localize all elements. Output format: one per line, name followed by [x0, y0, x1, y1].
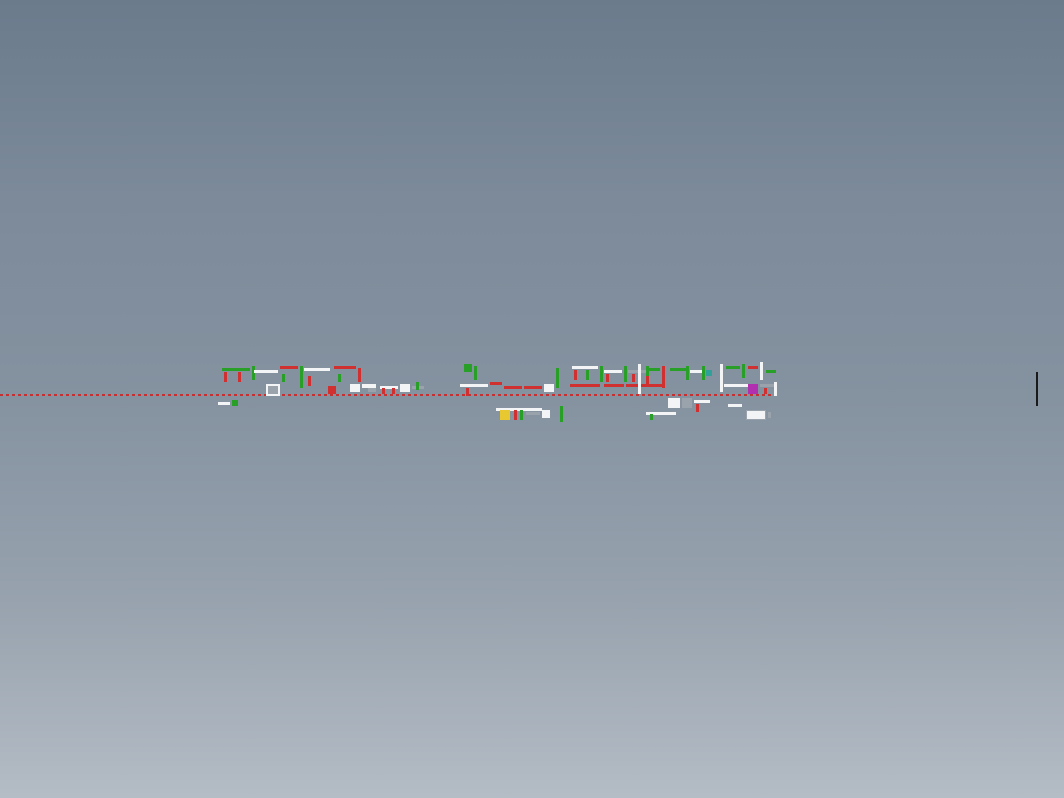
geometry-element — [742, 364, 745, 378]
geometry-element — [748, 366, 758, 369]
model-geometry[interactable] — [0, 362, 780, 432]
geometry-element — [726, 366, 740, 369]
geometry-element — [232, 400, 238, 406]
geometry-cluster-c7[interactable] — [718, 362, 780, 432]
geometry-element — [328, 386, 336, 394]
geometry-element — [604, 384, 624, 387]
geometry-element — [632, 374, 635, 382]
geometry-element — [416, 382, 419, 390]
geometry-element — [238, 372, 241, 382]
cad-viewport[interactable] — [0, 0, 1064, 798]
geometry-element — [572, 366, 598, 369]
geometry-element — [760, 362, 763, 380]
geometry-element — [466, 388, 469, 396]
geometry-element — [606, 374, 609, 382]
geometry-element — [694, 400, 710, 403]
geometry-element — [706, 370, 712, 376]
geometry-element — [304, 368, 330, 371]
geometry-element — [586, 370, 589, 380]
geometry-element — [646, 376, 649, 384]
geometry-element — [764, 388, 767, 394]
geometry-element — [600, 366, 603, 382]
geometry-element — [668, 398, 680, 408]
geometry-element — [460, 384, 488, 387]
geometry-element — [650, 414, 653, 420]
geometry-cluster-c1[interactable] — [218, 362, 300, 432]
geometry-element — [268, 386, 278, 394]
geometry-element — [720, 364, 723, 392]
geometry-element — [774, 382, 777, 396]
geometry-element — [464, 364, 472, 372]
geometry-element — [282, 374, 285, 382]
geometry-element — [474, 366, 477, 380]
geometry-element — [746, 410, 766, 420]
geometry-element — [382, 388, 385, 394]
geometry-element — [524, 386, 542, 389]
geometry-element — [702, 366, 705, 380]
geometry-element — [526, 412, 540, 415]
geometry-element — [358, 368, 361, 382]
geometry-element — [642, 384, 664, 387]
geometry-element — [696, 404, 699, 412]
geometry-element — [544, 384, 554, 392]
geometry-cluster-c4[interactable] — [460, 362, 572, 432]
geometry-element — [504, 386, 522, 389]
geometry-element — [766, 370, 776, 373]
geometry-element — [760, 384, 774, 387]
geometry-element — [556, 368, 559, 388]
geometry-element — [500, 410, 510, 420]
geometry-element — [368, 388, 376, 392]
geometry-element — [338, 374, 341, 382]
geometry-element — [574, 370, 577, 380]
geometry-element — [222, 368, 250, 371]
geometry-element — [218, 402, 230, 405]
geometry-element — [252, 366, 255, 380]
geometry-element — [570, 384, 600, 387]
geometry-element — [334, 366, 356, 369]
geometry-element — [670, 368, 686, 371]
view-cursor-line — [1036, 372, 1038, 406]
geometry-element — [624, 366, 627, 382]
geometry-element — [400, 384, 410, 392]
geometry-element — [560, 406, 563, 422]
geometry-cluster-c3[interactable] — [378, 362, 426, 432]
geometry-element — [300, 366, 303, 388]
geometry-element — [224, 372, 227, 382]
geometry-element — [514, 410, 517, 420]
geometry-element — [728, 404, 742, 407]
geometry-cluster-c2[interactable] — [298, 362, 378, 432]
geometry-element — [308, 376, 311, 386]
geometry-element — [490, 382, 502, 385]
geometry-element — [254, 370, 278, 373]
geometry-cluster-c6[interactable] — [636, 362, 714, 432]
geometry-element — [638, 364, 641, 394]
geometry-element — [748, 384, 758, 394]
geometry-element — [280, 366, 298, 369]
geometry-element — [646, 368, 660, 371]
geometry-element — [686, 366, 689, 380]
geometry-element — [520, 410, 523, 420]
geometry-element — [724, 384, 748, 387]
geometry-element — [604, 370, 622, 373]
geometry-element — [392, 388, 395, 394]
geometry-element — [682, 398, 692, 408]
geometry-element — [768, 412, 771, 418]
geometry-element — [690, 370, 702, 373]
geometry-element — [542, 410, 550, 418]
geometry-element — [350, 384, 360, 392]
